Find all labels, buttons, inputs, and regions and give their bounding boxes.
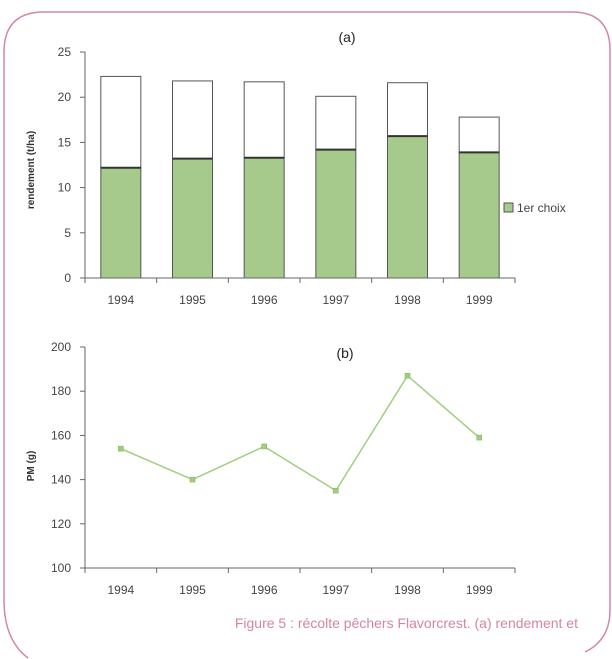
yield-x-tick-labels: 1994 1995 1996 1997 1998 1999 bbox=[107, 293, 492, 307]
weight-y-axis-title: PM (g) bbox=[26, 451, 37, 482]
bar-1er-choix-segment bbox=[315, 149, 357, 279]
weight-x-tick-label: 1996 bbox=[251, 583, 278, 597]
yield-x-tick-label: 1994 bbox=[107, 293, 134, 307]
bar-total-segment bbox=[243, 81, 285, 159]
weight-y-tick-label: 140 bbox=[51, 473, 71, 487]
weight-x-tick-label: 1994 bbox=[107, 583, 134, 597]
bar-total-segment bbox=[458, 116, 500, 153]
yield-y-axis-title: rendement (t/ha) bbox=[26, 131, 37, 209]
weight-x-tick-label: 1995 bbox=[179, 583, 206, 597]
figure-caption: Figure 5 : récolte pêchers Flavorcrest. … bbox=[235, 615, 578, 631]
yield-axes bbox=[80, 51, 516, 283]
yield-x-tick-label: 1996 bbox=[251, 293, 278, 307]
bar-1er-choix-segment bbox=[458, 151, 500, 279]
weight-y-tick-label: 120 bbox=[51, 517, 71, 531]
weight-point bbox=[333, 487, 339, 494]
weight-point bbox=[118, 445, 124, 452]
yield-y-tick-labels: 0 5 10 15 20 25 bbox=[58, 45, 72, 285]
weight-y-tick-label: 200 bbox=[51, 340, 71, 354]
bar-1er-choix-segment bbox=[387, 135, 428, 279]
weight-y-tick-label: 160 bbox=[51, 428, 71, 442]
yield-x-tick-label: 1998 bbox=[394, 293, 421, 307]
legend: 1er choix bbox=[503, 201, 566, 215]
weight-series-line bbox=[118, 372, 482, 494]
weight-point bbox=[476, 434, 482, 441]
bar-1er-choix-segment bbox=[243, 157, 285, 279]
weight-x-tick-label: 1999 bbox=[466, 583, 493, 597]
weight-y-tick-labels: 100 120 140 160 180 200 bbox=[51, 340, 71, 575]
yield-y-tick-label: 15 bbox=[58, 135, 72, 149]
yield-x-tick-label: 1999 bbox=[466, 293, 493, 307]
yield-bars bbox=[100, 75, 500, 279]
weight-x-tick-labels: 1994 1995 1996 1997 1998 1999 bbox=[107, 583, 492, 597]
yield-y-tick-label: 25 bbox=[58, 45, 72, 59]
bar-1er-choix-segment bbox=[172, 158, 213, 279]
weight-point bbox=[404, 372, 411, 379]
legend-swatch-1er-choix bbox=[503, 202, 514, 213]
weight-point bbox=[189, 476, 196, 483]
weight-y-tick-label: 100 bbox=[51, 561, 71, 575]
weight-axes bbox=[80, 346, 516, 573]
bar-total-segment bbox=[315, 95, 357, 151]
bar-1er-choix-segment bbox=[100, 167, 142, 279]
legend-label-1er-choix: 1er choix bbox=[517, 201, 566, 215]
bar-total-segment bbox=[100, 75, 142, 169]
panel-a-label: (a) bbox=[338, 29, 355, 45]
yield-x-tick-label: 1995 bbox=[179, 293, 206, 307]
yield-x-tick-label: 1997 bbox=[322, 293, 349, 307]
yield-bar-chart: (a) rendement (t/ha) 0 5 10 15 20 25 1994 1995… bbox=[26, 29, 566, 307]
yield-y-tick-label: 10 bbox=[58, 181, 72, 195]
weight-x-tick-label: 1997 bbox=[322, 583, 349, 597]
weight-y-tick-label: 180 bbox=[51, 384, 71, 398]
bar-total-segment bbox=[172, 80, 213, 160]
weight-point bbox=[261, 443, 267, 450]
yield-y-tick-label: 20 bbox=[58, 90, 72, 104]
bar-total-segment bbox=[387, 82, 428, 137]
weight-line bbox=[120, 374, 480, 492]
weight-x-tick-label: 1998 bbox=[394, 583, 421, 597]
panel-b-label: (b) bbox=[336, 345, 353, 361]
yield-y-tick-label: 0 bbox=[64, 271, 71, 285]
yield-y-tick-label: 5 bbox=[64, 226, 71, 240]
rounded-frame bbox=[3, 11, 611, 659]
